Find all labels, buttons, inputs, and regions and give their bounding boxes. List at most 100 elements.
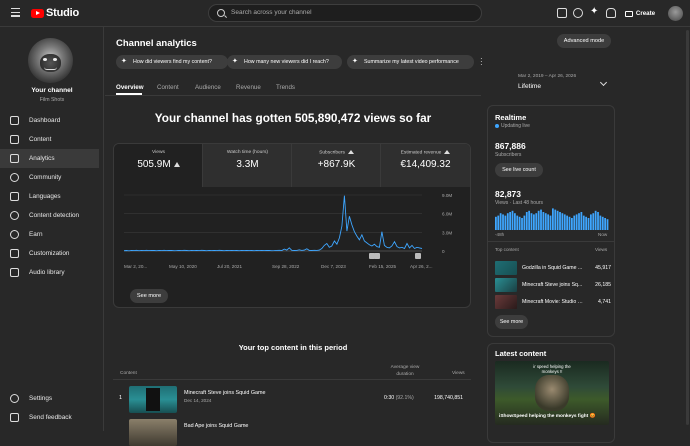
event-marker[interactable] bbox=[415, 253, 421, 259]
realtime-bar bbox=[523, 215, 526, 230]
realtime-bar bbox=[516, 215, 519, 230]
channel-avatar[interactable] bbox=[28, 38, 73, 83]
axis-start-label: -48h bbox=[495, 232, 505, 237]
realtime-bar bbox=[518, 216, 521, 230]
metric-views[interactable]: Views 505.9M bbox=[114, 144, 203, 187]
realtime-bar bbox=[580, 212, 583, 230]
channel-name: Your channel bbox=[31, 87, 73, 94]
metrics-card: Views 505.9M Watch time (hours) 3.3M Sub… bbox=[113, 143, 471, 308]
table-row[interactable]: 1 Minecraft Steve joins Squid Game Dec 1… bbox=[113, 385, 471, 413]
sidebar-item-community[interactable]: Community bbox=[0, 168, 99, 187]
active-tab-indicator bbox=[116, 93, 142, 95]
metric-label: Subscribers bbox=[319, 150, 345, 156]
realtime-bar bbox=[559, 212, 561, 230]
realtime-bar bbox=[554, 209, 557, 230]
help-icon[interactable] bbox=[573, 8, 583, 18]
row-index: 1 bbox=[119, 395, 123, 401]
x-tick-label: Sep 28, 2022 bbox=[272, 264, 300, 269]
sidebar-item-settings[interactable]: Settings bbox=[0, 389, 104, 408]
event-marker[interactable] bbox=[369, 253, 375, 259]
duration-value: 0:30 bbox=[384, 395, 395, 401]
video-title: Godzilla in Squid Game ... bbox=[522, 265, 583, 271]
period-select[interactable]: Lifetime bbox=[518, 83, 542, 90]
account-avatar[interactable] bbox=[668, 6, 683, 21]
table-divider bbox=[113, 379, 471, 380]
realtime-row[interactable]: Minecraft Steve joins Sq... 26,185 bbox=[495, 278, 611, 293]
chevron-down-icon[interactable] bbox=[599, 78, 608, 87]
realtime-bar bbox=[530, 213, 533, 230]
realtime-bar bbox=[571, 218, 573, 230]
views-chart[interactable]: 9.0M 6.0M 3.0M 0 Mar 2, 20... May 10, 2020 Jul… bbox=[114, 187, 471, 287]
sidebar-item-send-feedback[interactable]: Send feedback bbox=[0, 408, 104, 427]
duration-pct: (92.1%) bbox=[395, 395, 414, 401]
realtime-bar bbox=[509, 212, 512, 230]
x-tick-label: May 10, 2020 bbox=[169, 264, 197, 269]
sidebar-item-audio-library[interactable]: Audio library bbox=[0, 263, 99, 282]
studio-logo[interactable]: Studio bbox=[31, 7, 79, 19]
metric-value: €14,409.32 bbox=[400, 159, 451, 170]
sidebar-item-content[interactable]: Content bbox=[0, 130, 99, 149]
realtime-subscribers: 867,886 bbox=[495, 141, 526, 151]
realtime-row[interactable]: Godzilla in Squid Game ... 45,917 bbox=[495, 261, 611, 276]
sidebar-item-earn[interactable]: Earn bbox=[0, 225, 99, 244]
menu-icon[interactable] bbox=[11, 8, 20, 17]
realtime-bar bbox=[495, 216, 497, 230]
tab-trends[interactable]: Trends bbox=[276, 84, 296, 91]
see-live-count-button[interactable]: See live count bbox=[495, 163, 543, 177]
create-button[interactable]: Create bbox=[621, 6, 659, 21]
realtime-bar-chart[interactable] bbox=[495, 206, 609, 230]
table-row[interactable]: Bad Ape joins Squid Game bbox=[113, 418, 471, 446]
ask-chip-summarize[interactable]: ✦ Summarize my latest video performance bbox=[347, 55, 474, 69]
video-thumbnail bbox=[495, 261, 517, 275]
sidebar-item-label: Community bbox=[29, 174, 62, 181]
messages-icon[interactable] bbox=[557, 8, 567, 18]
tab-revenue[interactable]: Revenue bbox=[236, 84, 261, 91]
realtime-bar bbox=[511, 210, 514, 230]
more-options-icon[interactable]: · · · bbox=[480, 54, 483, 69]
metric-value: +867.9K bbox=[317, 159, 356, 170]
latest-content-card: Latest content ir speed helping the monk… bbox=[487, 343, 615, 443]
main-content: Channel analytics Advanced mode ✦ How did… bbox=[105, 27, 690, 446]
see-more-button[interactable]: See more bbox=[130, 289, 168, 303]
ask-chip-new-viewers[interactable]: ✦ How many new viewers did I reach? bbox=[227, 55, 342, 69]
page-title: Channel analytics bbox=[116, 38, 197, 49]
realtime-bar bbox=[502, 214, 504, 230]
video-date: Dec 14, 2024 bbox=[184, 398, 212, 403]
x-tick-label: Dec 7, 2023 bbox=[321, 264, 346, 269]
sparkle-icon: ✦ bbox=[232, 58, 238, 65]
latest-video-thumbnail[interactable]: ir speed helping the monkeys !! iShowSpe… bbox=[495, 361, 609, 425]
metric-subscribers[interactable]: Subscribers +867.9K bbox=[292, 144, 381, 187]
languages-icon bbox=[10, 192, 19, 201]
advanced-mode-button[interactable]: Advanced mode bbox=[557, 34, 611, 48]
tab-overview[interactable]: Overview bbox=[116, 84, 144, 91]
create-label: Create bbox=[635, 10, 656, 17]
notifications-icon[interactable] bbox=[606, 8, 616, 18]
metric-value: 505.9M bbox=[137, 159, 171, 170]
sidebar-item-analytics[interactable]: Analytics bbox=[0, 149, 99, 168]
scrollbar[interactable] bbox=[686, 30, 689, 425]
realtime-bar bbox=[578, 213, 580, 230]
views-headline: Your channel has gotten 505,890,472 view… bbox=[154, 111, 432, 125]
tab-content[interactable]: Content bbox=[157, 84, 179, 91]
sparkle-icon[interactable]: ✦ bbox=[590, 6, 599, 17]
sidebar-item-languages[interactable]: Languages bbox=[0, 187, 99, 206]
sidebar-item-label: Content detection bbox=[29, 212, 80, 219]
realtime-bar bbox=[506, 213, 509, 230]
sidebar-item-label: Analytics bbox=[29, 155, 55, 162]
metric-revenue[interactable]: Estimated revenue €14,409.32 bbox=[381, 144, 470, 187]
realtime-see-more-button[interactable]: See more bbox=[495, 315, 528, 329]
sidebar-item-customization[interactable]: Customization bbox=[0, 244, 99, 263]
sidebar-item-content-detection[interactable]: Content detection bbox=[0, 206, 99, 225]
event-marker[interactable] bbox=[374, 253, 380, 259]
realtime-row[interactable]: Minecraft Movie: Studio v... 4,741 bbox=[495, 295, 611, 310]
realtime-bar bbox=[549, 215, 552, 230]
ask-chip-viewers[interactable]: ✦ How did viewers find my content? bbox=[116, 55, 228, 69]
metric-watch-time[interactable]: Watch time (hours) 3.3M bbox=[203, 144, 292, 187]
analytics-icon bbox=[10, 154, 19, 163]
metric-value: 3.3M bbox=[236, 159, 259, 170]
content-detection-icon bbox=[10, 211, 19, 220]
sidebar-item-dashboard[interactable]: Dashboard bbox=[0, 111, 99, 130]
tab-audience[interactable]: Audience bbox=[195, 84, 221, 91]
search-input[interactable]: Search across your channel bbox=[208, 4, 482, 22]
series-line bbox=[123, 195, 423, 252]
